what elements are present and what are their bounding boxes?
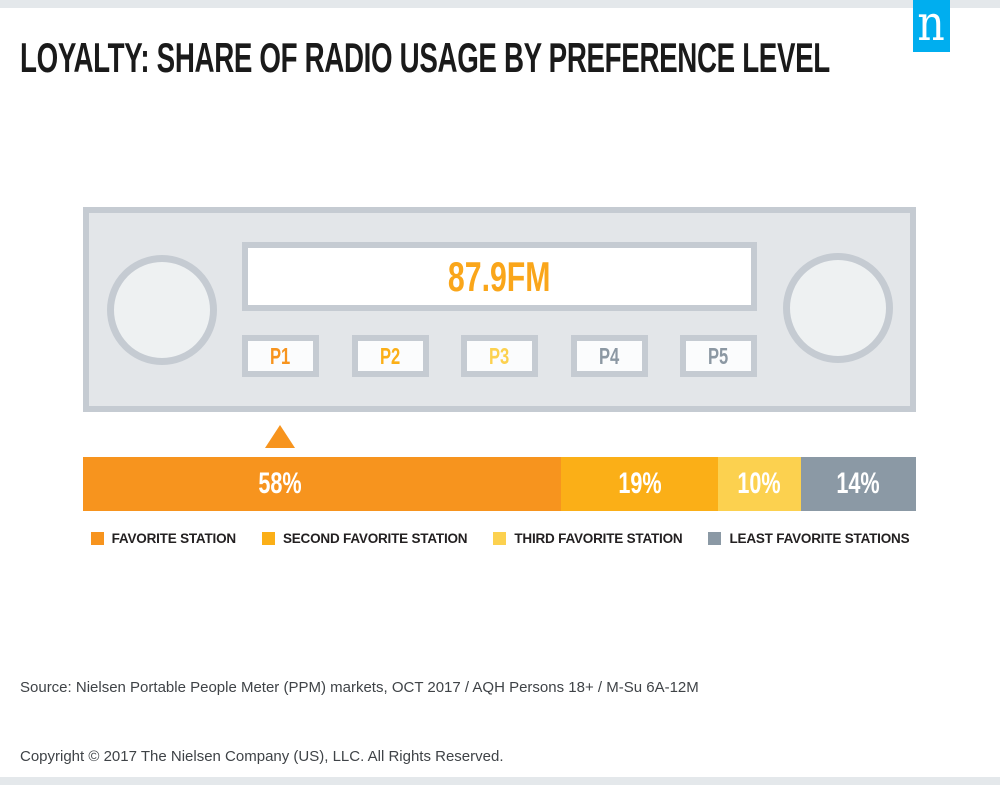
radio-graphic: 87.9FM P1 P2 P3 P4 P5 <box>83 207 916 412</box>
legend-swatch-icon <box>261 532 275 545</box>
legend-item: SECOND FAVORITE STATION <box>261 531 468 546</box>
preset-button-p3: P3 <box>461 335 538 377</box>
legend-label: FAVORITE STATION <box>111 531 237 546</box>
pointer-triangle-icon <box>265 425 295 448</box>
copyright-note: Copyright © 2017 The Nielsen Company (US… <box>20 748 504 765</box>
bar-segment-label: 58% <box>258 467 302 500</box>
page-title: LOYALTY: SHARE OF RADIO USAGE BY PREFERE… <box>20 34 830 81</box>
legend-item: FAVORITE STATION <box>90 531 237 546</box>
bar-segment-label: 19% <box>618 467 662 500</box>
legend-label: LEAST FAVORITE STATIONS <box>729 531 910 546</box>
legend-label: THIRD FAVORITE STATION <box>514 531 683 546</box>
bar-segment-label: 10% <box>737 467 781 500</box>
radio-frequency: 87.9FM <box>448 252 551 300</box>
nielsen-logo-letter: n <box>917 0 946 52</box>
bar-segment-3: 10% <box>718 457 801 511</box>
preset-button-p5: P5 <box>680 335 757 377</box>
bottom-strip <box>0 777 1000 785</box>
bar-segment-label: 14% <box>836 467 880 500</box>
preset-label: P4 <box>598 342 620 369</box>
radio-preset-row: P1 P2 P3 P4 P5 <box>242 335 757 377</box>
preset-button-p2: P2 <box>351 335 429 377</box>
legend-item: LEAST FAVORITE STATIONS <box>708 531 910 546</box>
preset-label: P1 <box>270 342 291 369</box>
nielsen-logo: n <box>913 0 950 52</box>
chart-legend: FAVORITE STATION SECOND FAVORITE STATION T… <box>0 531 1000 546</box>
legend-swatch-icon <box>90 532 104 545</box>
legend-label: SECOND FAVORITE STATION <box>282 531 468 546</box>
bar-segment-4: 14% <box>800 457 916 511</box>
preset-label: P2 <box>379 342 401 369</box>
preset-label: P5 <box>708 342 729 369</box>
radio-display: 87.9FM <box>242 242 757 311</box>
legend-item: THIRD FAVORITE STATION <box>493 531 683 546</box>
preset-label: P3 <box>489 342 510 369</box>
top-strip <box>0 0 1000 8</box>
radio-knob-left-icon <box>107 255 217 365</box>
source-note: Source: Nielsen Portable People Meter (P… <box>20 679 699 696</box>
bar-segment-2: 19% <box>561 457 719 511</box>
preset-button-p1: P1 <box>242 335 319 377</box>
legend-swatch-icon <box>708 532 722 545</box>
radio-knob-right-icon <box>783 253 893 363</box>
bar-segment-1: 58% <box>83 457 562 511</box>
legend-swatch-icon <box>493 532 507 545</box>
stacked-bar-chart: 58% 19% 10% 14% <box>83 457 916 511</box>
preset-button-p4: P4 <box>570 335 648 377</box>
